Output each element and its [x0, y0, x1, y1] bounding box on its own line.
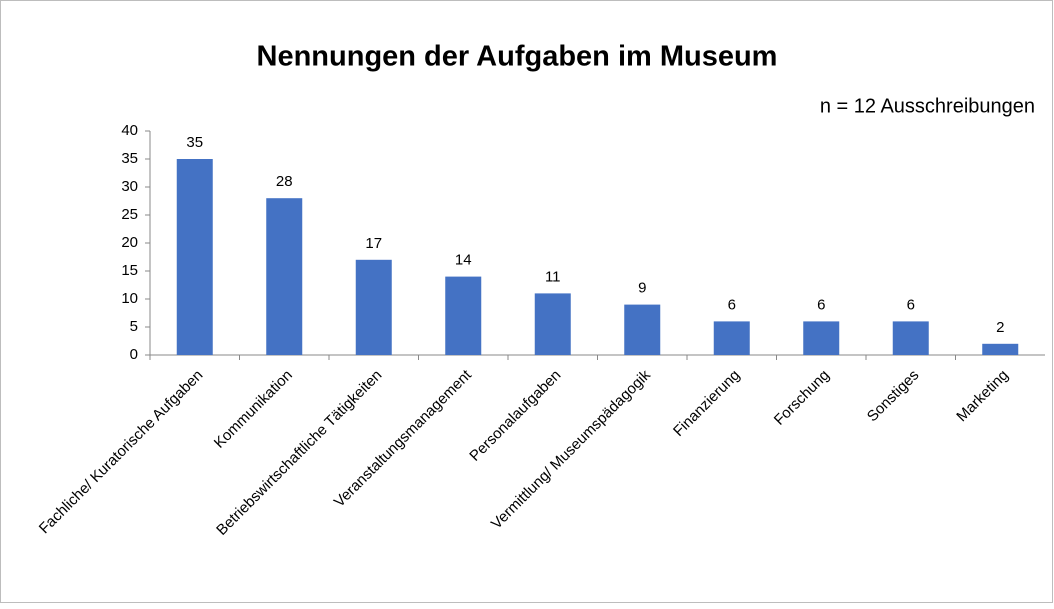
data-label: 14 [455, 252, 472, 269]
data-label: 11 [545, 268, 561, 285]
y-tick-label: 15 [121, 262, 138, 279]
y-tick-label: 25 [121, 206, 138, 223]
y-tick-label: 20 [121, 234, 138, 251]
data-label: 6 [817, 296, 825, 313]
y-tick-label: 40 [121, 122, 138, 139]
chart-title: Nennungen der Aufgaben im Museum [257, 41, 778, 73]
y-tick-label: 35 [121, 150, 138, 167]
bar [445, 276, 482, 355]
y-tick-label: 0 [130, 346, 138, 363]
bar [355, 259, 392, 355]
bar [713, 321, 750, 355]
y-tick-label: 30 [121, 178, 138, 195]
data-label: 35 [186, 134, 203, 151]
bar [982, 343, 1019, 355]
data-label: 2 [996, 319, 1004, 336]
data-label: 28 [276, 173, 293, 190]
data-label: 6 [728, 296, 736, 313]
chart-subtitle: n = 12 Ausschreibungen [820, 95, 1035, 117]
bar [803, 321, 840, 355]
bar [534, 293, 571, 355]
data-label: 6 [907, 296, 915, 313]
y-tick-label: 10 [121, 290, 138, 307]
data-label: 9 [638, 280, 646, 297]
bar [176, 159, 213, 355]
bar [624, 304, 661, 355]
bar [892, 321, 929, 355]
bar [266, 198, 303, 355]
data-label: 17 [365, 235, 382, 252]
y-tick-label: 5 [130, 318, 138, 335]
